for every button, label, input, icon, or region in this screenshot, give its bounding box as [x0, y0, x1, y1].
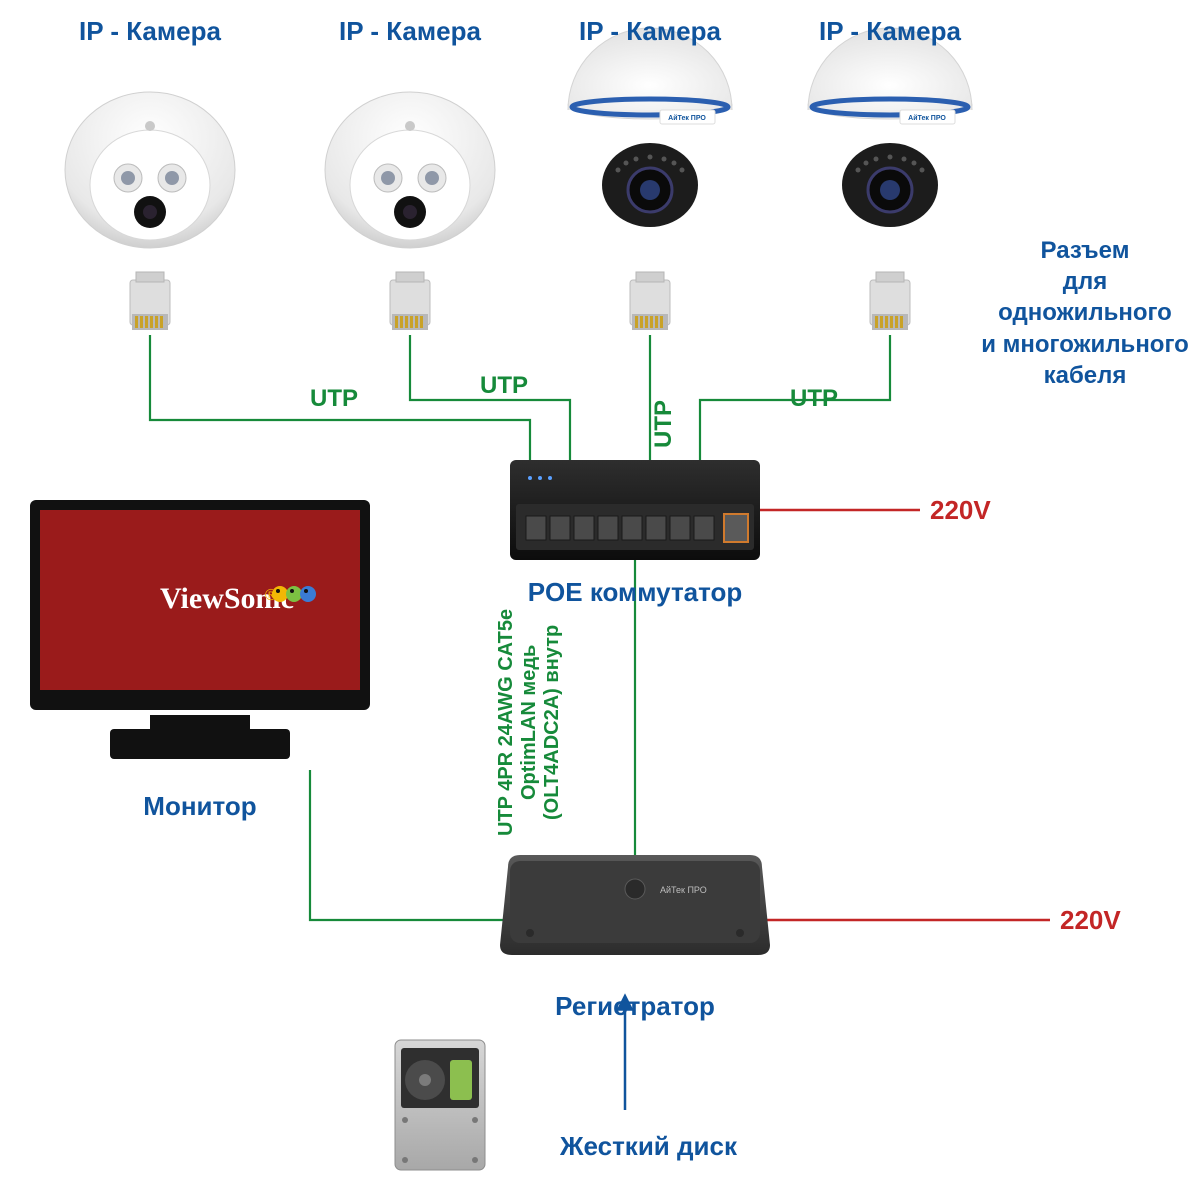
- rj45-row: [130, 272, 910, 330]
- camera-turret-2: [325, 92, 495, 248]
- power-wiring: [760, 510, 1050, 920]
- camera-label-1: IP - Камера: [70, 15, 230, 49]
- utp-label-1: UTP: [310, 385, 358, 413]
- camera-dome-1: АйТек ПРО: [568, 28, 732, 227]
- rj45-note: Разъем для одножильного и многожильного …: [980, 235, 1190, 391]
- poe-switch: [510, 460, 760, 560]
- utp-label-2: UTP: [480, 372, 528, 400]
- monitor-brand: ViewSonic: [160, 582, 294, 615]
- camera-dome-2: АйТек ПРО: [808, 28, 972, 227]
- hdd-label: Жесткий диск: [560, 1130, 810, 1164]
- camera-turret-1: [65, 92, 235, 248]
- camera-brand-label: АйТек ПРО: [908, 114, 946, 122]
- hdd: [395, 1040, 485, 1170]
- utp-label-4: UTP: [790, 385, 838, 413]
- power-label-nvr: 220V: [1060, 905, 1121, 936]
- camera-brand-label: АйТек ПРО: [668, 114, 706, 122]
- camera-label-2: IP - Камера: [330, 15, 490, 49]
- camera-label-3: IP - Камера: [570, 15, 730, 49]
- camera-label-4: IP - Камера: [810, 15, 970, 49]
- monitor: ViewSonic ®: [30, 500, 370, 759]
- cable-spec: UTP 4PR 24AWG CAT5e OptimLAN медь (OLT4A…: [495, 600, 564, 845]
- nvr: АйТек ПРО: [500, 855, 770, 955]
- utp-label-3: UTP: [650, 400, 678, 448]
- svg-text:®: ®: [265, 587, 277, 604]
- nvr-brand: АйТек ПРО: [660, 885, 707, 895]
- nvr-label: Регистратор: [510, 990, 760, 1024]
- monitor-label: Монитор: [100, 790, 300, 824]
- power-label-switch: 220V: [930, 495, 991, 526]
